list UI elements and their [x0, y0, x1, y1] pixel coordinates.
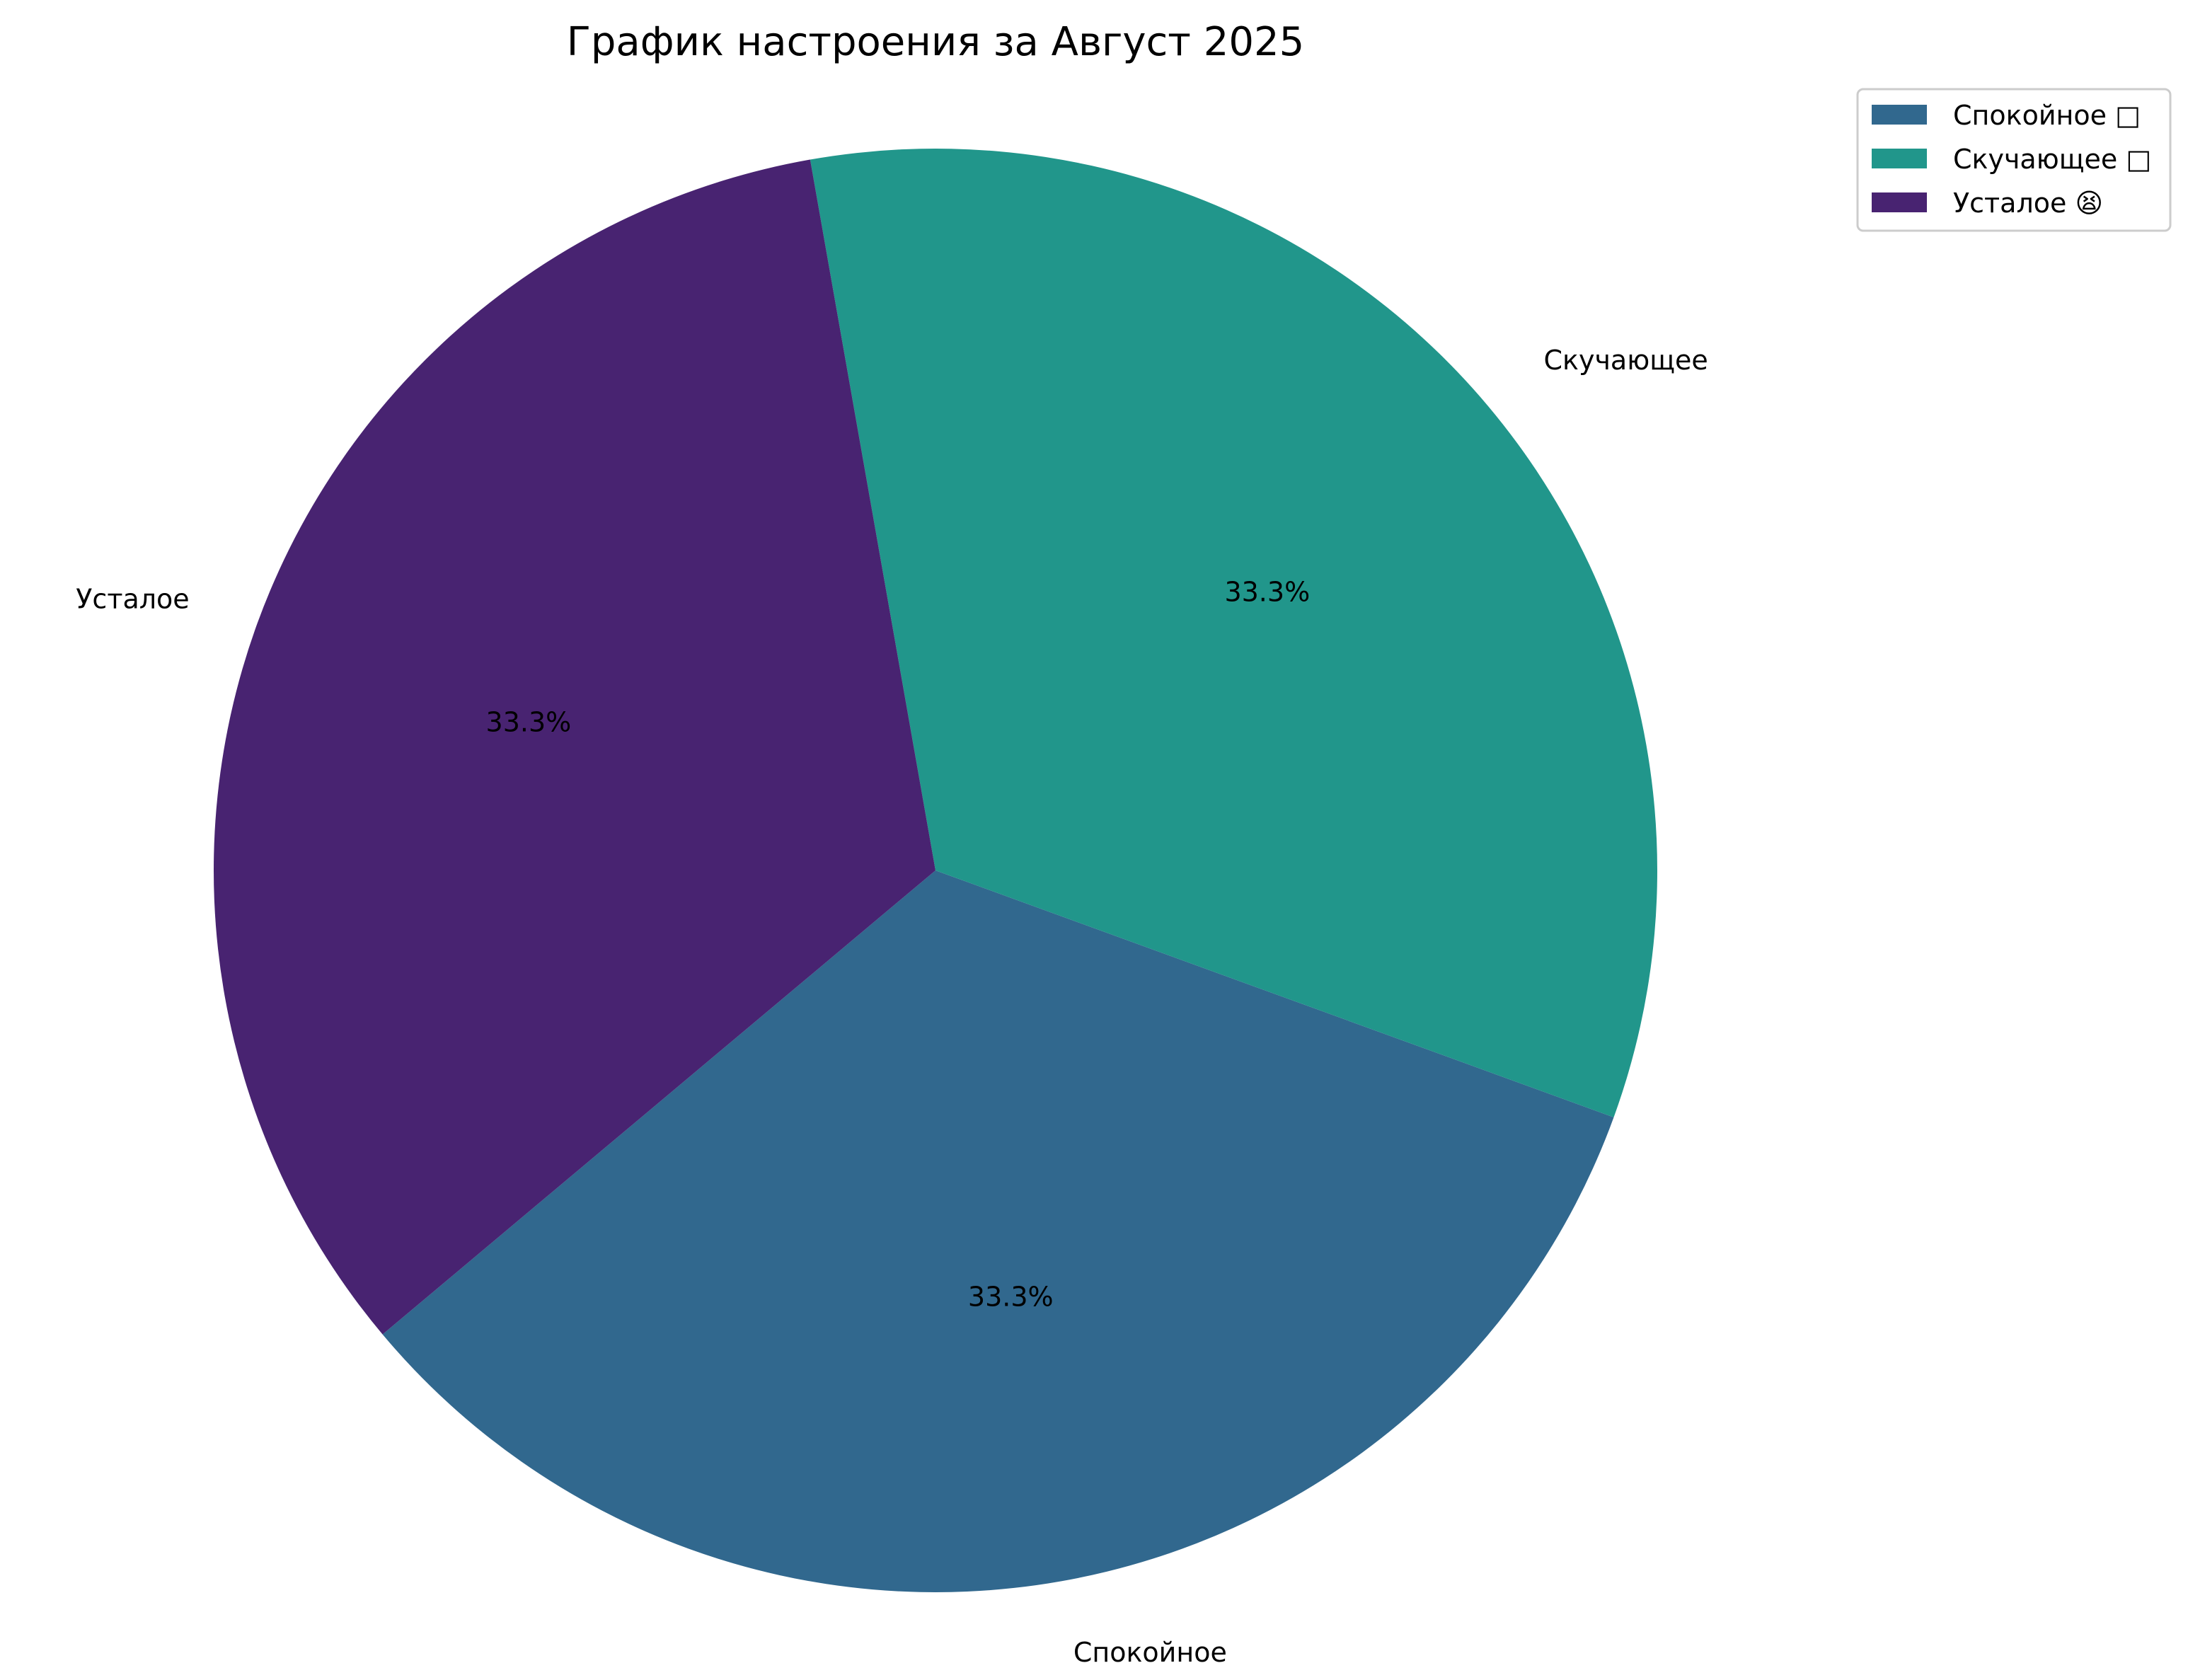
legend-swatch-bored	[1872, 149, 1927, 168]
percent-label-calm: 33.3%	[968, 1282, 1054, 1313]
slice-label-tired: Усталое	[76, 583, 189, 614]
legend-label-calm: Спокойное □	[1953, 100, 2141, 131]
legend-label-tired: Усталое 😫	[1953, 188, 2103, 219]
percent-labels: 33.3% 33.3% 33.3%	[486, 577, 1311, 1313]
legend-frame	[1856, 88, 2172, 232]
percent-label-tired: 33.3%	[486, 707, 572, 738]
chart-title: График настроения за Август 2025	[567, 19, 1305, 65]
pie-slice-bored	[810, 148, 1658, 1117]
pie-slice-tired	[214, 159, 935, 1335]
slice-label-calm: Спокойное	[1073, 1637, 1227, 1668]
slice-labels: Спокойное Скучающее Усталое	[76, 345, 1708, 1668]
pie-slices	[214, 148, 1658, 1592]
pie-slice-calm	[382, 870, 1614, 1592]
legend: Спокойное □ Скучающее □ Усталое 😫	[1856, 88, 2172, 232]
legend-label-bored: Скучающее □	[1953, 144, 2151, 175]
legend-swatch-calm	[1872, 105, 1927, 125]
percent-label-bored: 33.3%	[1224, 577, 1310, 608]
slice-label-bored: Скучающее	[1544, 345, 1708, 376]
legend-swatch-tired	[1872, 192, 1927, 212]
